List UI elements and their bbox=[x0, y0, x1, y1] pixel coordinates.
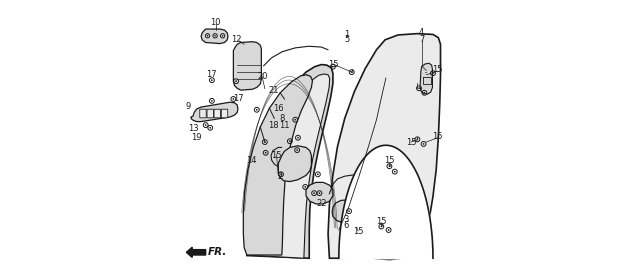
Text: 11: 11 bbox=[279, 121, 290, 130]
Circle shape bbox=[317, 174, 319, 175]
Polygon shape bbox=[247, 65, 333, 258]
Polygon shape bbox=[306, 182, 333, 204]
Circle shape bbox=[422, 143, 424, 145]
Polygon shape bbox=[201, 29, 228, 44]
Circle shape bbox=[296, 149, 298, 151]
Circle shape bbox=[418, 87, 420, 89]
Circle shape bbox=[265, 152, 266, 154]
Polygon shape bbox=[328, 34, 440, 260]
Text: 15: 15 bbox=[376, 217, 387, 226]
Circle shape bbox=[207, 35, 208, 37]
Circle shape bbox=[297, 137, 299, 139]
Text: 22: 22 bbox=[316, 199, 326, 208]
Circle shape bbox=[209, 127, 211, 129]
Circle shape bbox=[381, 226, 382, 227]
Circle shape bbox=[388, 165, 390, 167]
Circle shape bbox=[289, 140, 291, 142]
Circle shape bbox=[305, 186, 306, 188]
Polygon shape bbox=[332, 200, 365, 223]
Polygon shape bbox=[255, 74, 330, 258]
Circle shape bbox=[319, 192, 320, 194]
Text: 21: 21 bbox=[269, 86, 279, 95]
Text: 15: 15 bbox=[271, 151, 282, 160]
Text: 15: 15 bbox=[328, 59, 338, 69]
Text: 15: 15 bbox=[433, 132, 443, 141]
Text: 15: 15 bbox=[433, 65, 443, 74]
Circle shape bbox=[432, 72, 434, 74]
Circle shape bbox=[294, 119, 296, 121]
Circle shape bbox=[394, 171, 396, 172]
FancyBboxPatch shape bbox=[200, 109, 206, 118]
Circle shape bbox=[211, 79, 212, 81]
Circle shape bbox=[264, 141, 266, 143]
Text: 5: 5 bbox=[344, 35, 349, 44]
Text: 7: 7 bbox=[419, 34, 424, 44]
Text: 18: 18 bbox=[268, 121, 278, 130]
Polygon shape bbox=[243, 75, 312, 255]
Circle shape bbox=[280, 174, 282, 175]
Text: 4: 4 bbox=[419, 28, 424, 37]
Circle shape bbox=[232, 98, 234, 100]
Text: 14: 14 bbox=[246, 156, 257, 165]
FancyBboxPatch shape bbox=[207, 109, 214, 118]
Circle shape bbox=[348, 210, 350, 212]
Circle shape bbox=[417, 139, 418, 140]
FancyArrow shape bbox=[186, 247, 205, 257]
Circle shape bbox=[222, 35, 223, 37]
Circle shape bbox=[388, 229, 390, 231]
Text: 12: 12 bbox=[231, 34, 241, 44]
Circle shape bbox=[236, 80, 237, 82]
Circle shape bbox=[424, 92, 425, 94]
Text: 17: 17 bbox=[207, 70, 217, 79]
Circle shape bbox=[313, 192, 315, 194]
Text: 16: 16 bbox=[273, 104, 284, 113]
Text: 3: 3 bbox=[344, 215, 349, 224]
Text: 20: 20 bbox=[257, 72, 268, 81]
Text: FR.: FR. bbox=[207, 247, 227, 257]
Circle shape bbox=[332, 66, 333, 68]
FancyBboxPatch shape bbox=[214, 109, 220, 118]
Text: 15: 15 bbox=[384, 156, 395, 165]
Text: 17: 17 bbox=[234, 94, 244, 103]
FancyBboxPatch shape bbox=[221, 109, 228, 118]
Text: 1: 1 bbox=[344, 30, 349, 39]
Circle shape bbox=[351, 71, 353, 73]
Polygon shape bbox=[420, 63, 433, 94]
Text: 15: 15 bbox=[406, 137, 416, 147]
Circle shape bbox=[205, 124, 207, 126]
Text: 8: 8 bbox=[280, 114, 285, 123]
Circle shape bbox=[214, 35, 216, 37]
Text: 9: 9 bbox=[186, 102, 191, 111]
Text: 2: 2 bbox=[278, 172, 283, 181]
Polygon shape bbox=[191, 102, 238, 122]
Polygon shape bbox=[278, 146, 312, 182]
Polygon shape bbox=[234, 42, 261, 90]
Circle shape bbox=[256, 109, 258, 111]
Circle shape bbox=[211, 100, 212, 102]
Text: 15: 15 bbox=[353, 227, 364, 236]
Text: 13: 13 bbox=[188, 124, 198, 133]
Text: 6: 6 bbox=[344, 221, 349, 230]
Text: 10: 10 bbox=[211, 17, 221, 27]
Text: 19: 19 bbox=[191, 133, 202, 142]
